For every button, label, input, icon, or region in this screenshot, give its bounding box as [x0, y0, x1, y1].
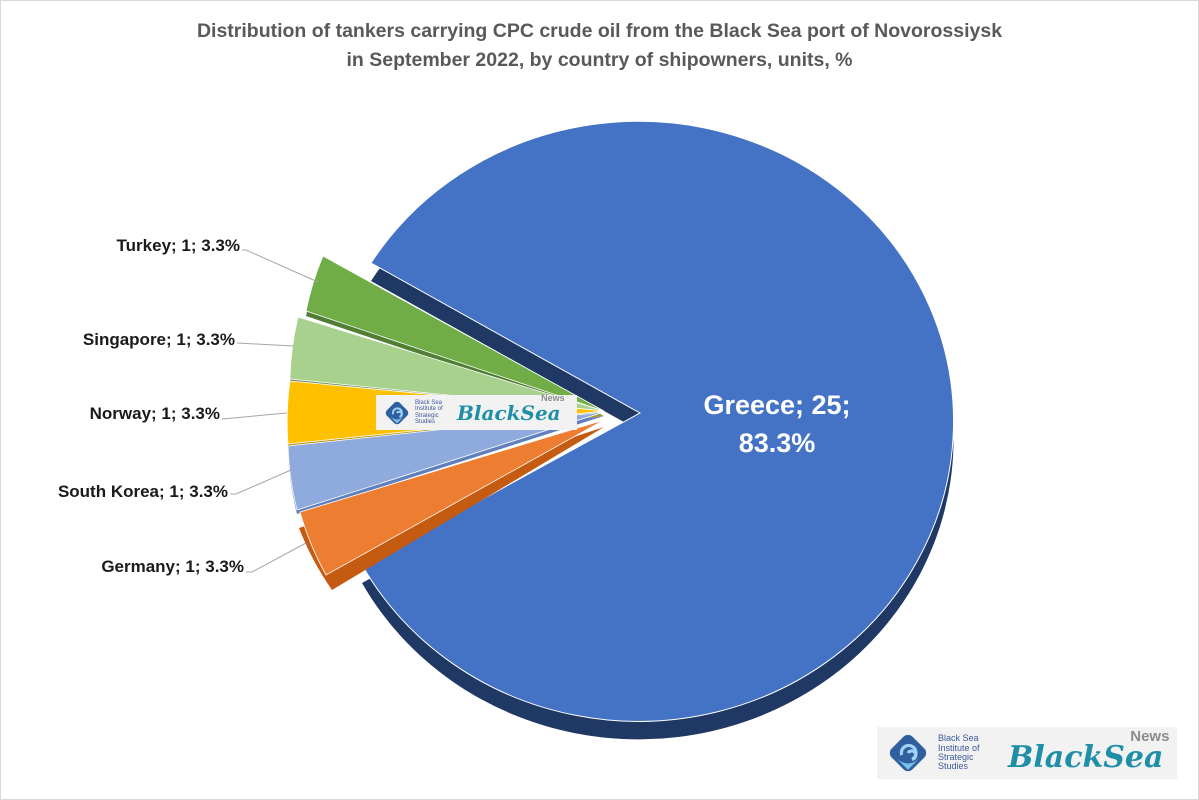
chart-title-line-2: in September 2022, by country of shipown… [346, 49, 853, 71]
blacksea-institute-logo-icon [385, 401, 409, 424]
leader-line-germany [246, 542, 307, 573]
logo-institute-line-3: Strategic [415, 412, 439, 419]
logo-institute-line-4: Studies [938, 761, 969, 772]
leader-line-norway [221, 412, 288, 420]
data-label-singapore: Singapore; 1; 3.3% [82, 330, 235, 349]
logo-institute-line-1: Black Sea [415, 399, 443, 406]
chart-title: Distribution of tankers carrying CPC cru… [0, 17, 1199, 75]
watermark-logo-corner: Black Sea Institute of Strategic Studies… [877, 727, 1177, 779]
logo-brand-text: BlackSea [457, 400, 561, 425]
leader-line-turkey [242, 249, 319, 283]
leader-line-singapore [236, 342, 295, 347]
pie-slice-south-korea[interactable] [287, 411, 605, 511]
data-label-greece-line-2: 83.3% [738, 428, 816, 458]
blacksea-institute-logo-icon [889, 734, 927, 772]
data-label-greece-line-1: Greece; 25; [703, 390, 851, 420]
logo-institute-line-4: Studies [415, 418, 436, 425]
logo-news-text: News [1130, 727, 1170, 745]
watermark-logo-center: Black Sea Institute of Strategic Studies… [376, 392, 577, 430]
logo-institute-line-3: Strategic [938, 752, 974, 762]
leader-lines [221, 249, 319, 573]
logo-institute-line-2: Institute of [938, 742, 980, 753]
pie-slice-turkey[interactable] [305, 255, 605, 412]
data-label-greece: Greece; 25; 83.3% [667, 386, 887, 462]
logo-news-text: News [541, 392, 565, 403]
pie-slice-greece[interactable] [361, 120, 954, 722]
data-label-norway: Norway; 1; 3.3% [89, 404, 220, 423]
pie-slice-germany[interactable] [299, 419, 605, 576]
logo-brand-text: BlackSea [1008, 739, 1164, 775]
logo-institute-line-1: Black Sea [938, 733, 979, 744]
logo-institute-line-2: Institute of [415, 406, 443, 413]
data-label-turkey: Turkey; 1; 3.3% [116, 236, 240, 255]
data-label-south-korea: South Korea; 1; 3.3% [57, 482, 228, 501]
data-label-germany: Germany; 1; 3.3% [101, 557, 244, 576]
leader-line-south-korea [230, 469, 292, 495]
pie-slice-singapore[interactable] [289, 316, 605, 412]
chart-title-line-1: Distribution of tankers carrying CPC cru… [196, 20, 1003, 42]
